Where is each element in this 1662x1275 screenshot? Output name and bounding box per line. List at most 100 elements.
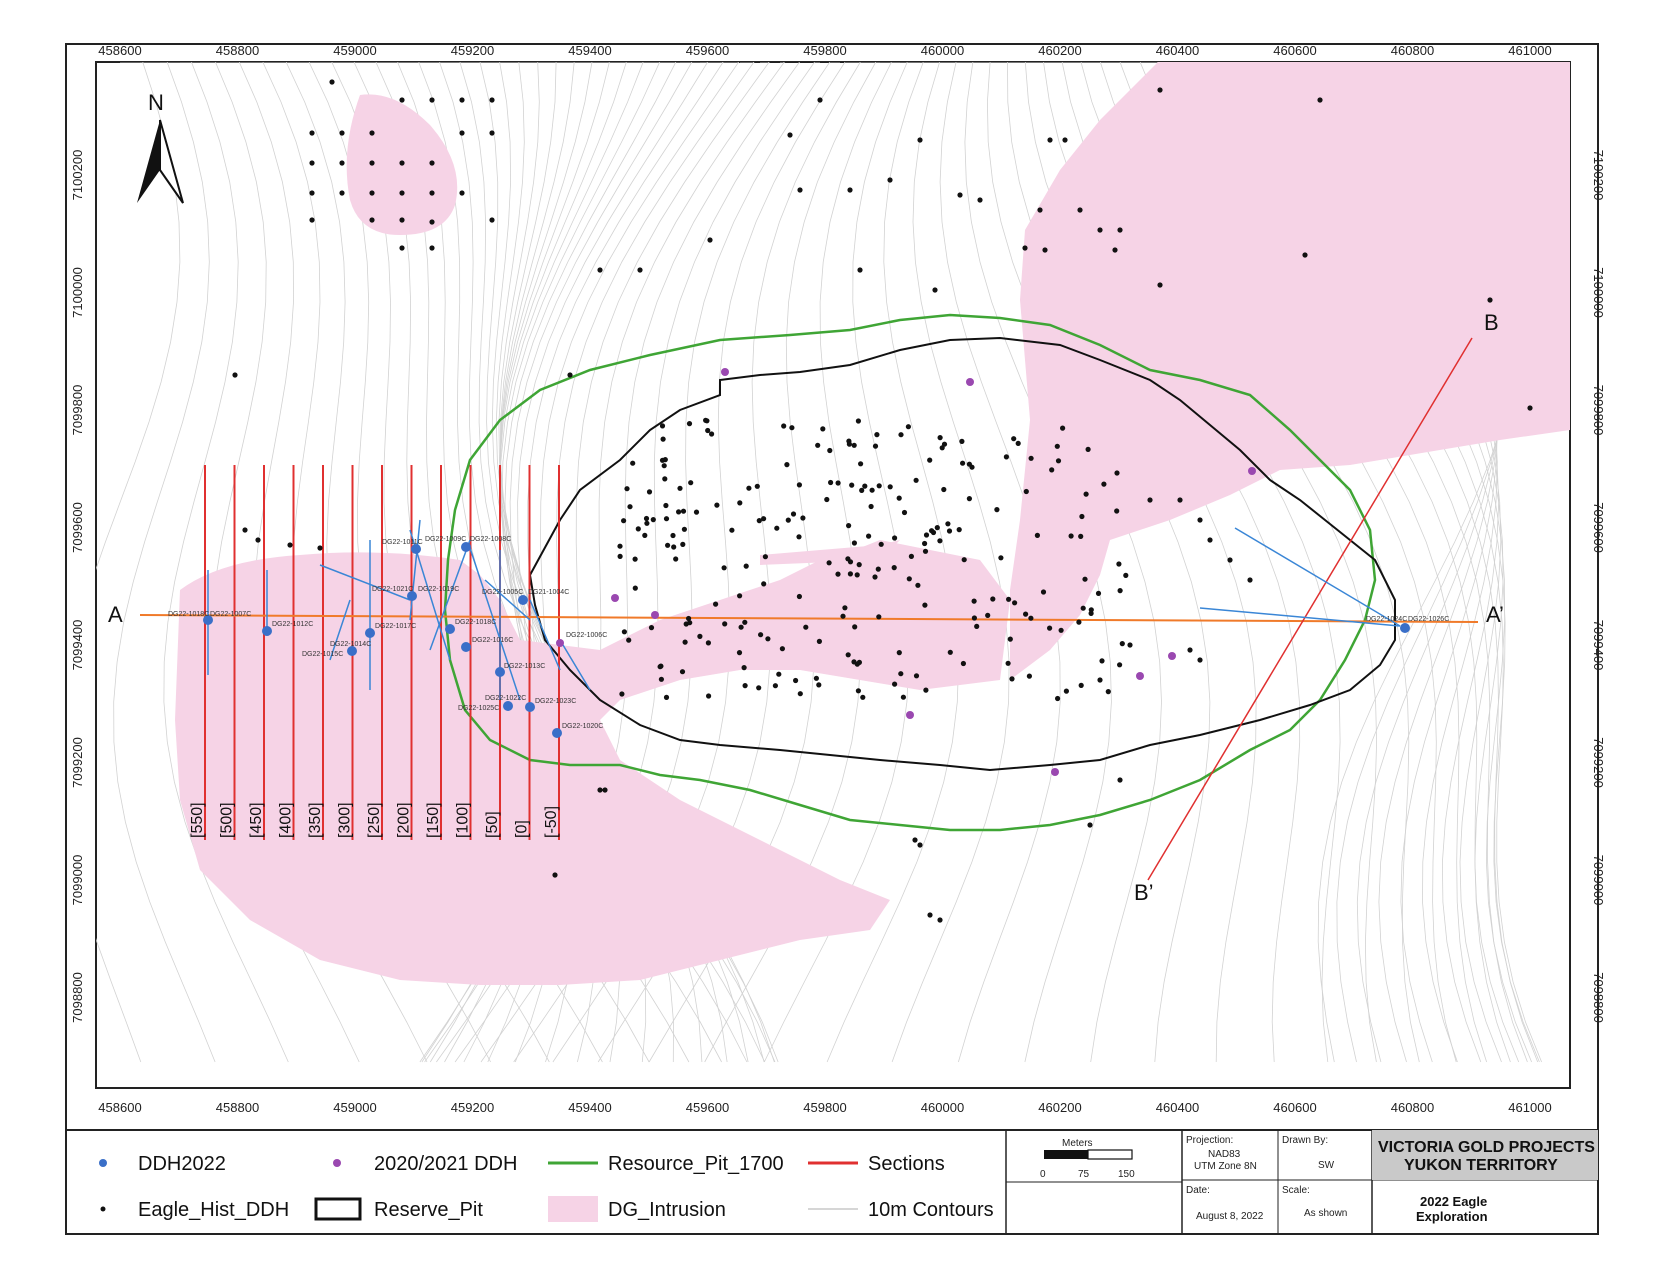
hist-ddh-point <box>1034 532 1040 539</box>
scale-label: Scale: <box>1282 1185 1310 1196</box>
hist-ddh-point <box>787 132 793 138</box>
hist-ddh-point <box>632 556 638 562</box>
hist-ddh-point <box>624 486 630 492</box>
hist-ddh-point <box>1012 600 1018 606</box>
legend-contours: 10m Contours <box>868 1199 994 1221</box>
hist-ddh-point <box>765 636 771 642</box>
scalebar-tick-0: 0 <box>1040 1169 1046 1180</box>
hist-ddh-point <box>673 556 679 562</box>
hist-ddh-point <box>1078 682 1084 689</box>
hist-ddh-point <box>922 540 928 547</box>
hist-ddh-point <box>429 97 435 103</box>
hist-ddh-point <box>960 460 966 466</box>
project-line-1: 2022 Eagle <box>1420 1194 1487 1209</box>
legend-sections: Sections <box>868 1153 945 1175</box>
hist-ddh-point <box>339 160 345 166</box>
legend-intrusion-swatch <box>548 1196 598 1222</box>
hist-ddh-point <box>846 441 853 447</box>
hist-ddh-point <box>399 190 405 196</box>
hist-ddh-point <box>369 130 375 136</box>
hist-ddh-point <box>957 192 963 198</box>
section-label: [150] <box>425 802 442 838</box>
hist-ddh-point <box>960 660 967 667</box>
hist-ddh-point <box>682 639 688 645</box>
date-label: Date: <box>1186 1185 1210 1196</box>
hist-ddh-point <box>429 219 435 225</box>
drill-label: DG22-1018C <box>168 611 209 618</box>
y-tick-label-left: 7099000 <box>70 855 85 906</box>
scalebar-title: Meters <box>1062 1138 1093 1149</box>
hist-ddh-point <box>1022 245 1028 251</box>
y-tick-label-left: 7100000 <box>70 267 85 318</box>
hist-ddh-point <box>459 97 465 103</box>
hist-ddh-point <box>779 646 786 652</box>
hist-ddh-point <box>1317 97 1323 103</box>
hist-ddh-point <box>339 130 345 136</box>
hist-ddh-point <box>912 837 918 843</box>
hist-ddh-point <box>762 554 769 560</box>
projection-value-2: UTM Zone 8N <box>1194 1161 1257 1172</box>
hist-ddh-point <box>1157 87 1163 93</box>
hist-ddh-point <box>1062 137 1068 143</box>
hist-ddh-point <box>660 436 666 442</box>
hist-ddh-point <box>746 485 752 491</box>
hist-ddh-point <box>1099 658 1105 664</box>
drill-label: DG22-1017C <box>375 623 416 630</box>
hist-ddh-point <box>1085 446 1091 452</box>
hist-ddh-point <box>971 615 978 621</box>
hist-ddh-point <box>1207 537 1213 543</box>
hist-ddh-point <box>680 508 687 514</box>
reserve-pit-outline <box>528 336 1396 772</box>
y-tick-label-left: 7098800 <box>70 972 85 1023</box>
hist-ddh-point <box>648 625 655 631</box>
hist-ddh-point <box>643 515 650 522</box>
hist-ddh-point <box>632 585 638 591</box>
hist-ddh-point <box>399 245 405 251</box>
hist-ddh-point <box>1077 207 1083 213</box>
drawn-by-label: Drawn By: <box>1282 1135 1328 1146</box>
hist-ddh-point <box>663 502 669 509</box>
scale-value: As shown <box>1304 1208 1347 1219</box>
hist-ddh-point <box>927 912 933 918</box>
hist-ddh-point <box>934 525 940 531</box>
y-tick-label-right: 7100200 <box>1591 150 1606 201</box>
y-tick-label-right: 7099400 <box>1591 620 1606 671</box>
hist-ddh-point <box>1123 572 1129 579</box>
drill-label: DG22-1015C <box>302 651 343 658</box>
drill-label: DG22-1019C <box>418 586 459 593</box>
x-tick-label-bottom: 459600 <box>686 1100 729 1115</box>
hist-ddh-point <box>697 633 703 640</box>
hist-ddh-point <box>738 624 744 630</box>
projection-value-1: NAD83 <box>1208 1149 1241 1160</box>
hist-ddh-point <box>937 538 943 544</box>
hist-ddh-point <box>898 671 904 677</box>
hist-ddh-point <box>1011 436 1017 442</box>
legend-reserve-pit: Reserve_Pit <box>374 1199 483 1221</box>
x-tick-label-bottom: 459400 <box>568 1100 611 1115</box>
hist-ddh-point <box>922 548 929 554</box>
hist-ddh-point <box>1101 481 1107 487</box>
hist-ddh-point <box>1055 458 1062 464</box>
section-label: [0] <box>514 820 531 838</box>
hist-ddh-point <box>781 423 787 429</box>
hist-ddh-point <box>1028 455 1034 461</box>
y-ticks-right: 7100200 7100000 7099800 7099600 7099400 70992… <box>1591 150 1606 1023</box>
hist-ddh-point <box>1058 627 1064 633</box>
hist-ddh-point <box>796 534 802 540</box>
hist-ddh-point <box>872 443 879 449</box>
hist-ddh-point <box>659 457 666 463</box>
hist-ddh-point <box>1054 443 1060 449</box>
x-tick-label-bottom: 460000 <box>921 1100 964 1115</box>
legend-ddh2022: DDH2022 <box>138 1153 226 1175</box>
hist-ddh-point <box>859 487 865 493</box>
hist-ddh-point <box>489 97 495 103</box>
legend-intrusion: DG_Intrusion <box>608 1199 726 1221</box>
y-tick-label-left: 7100200 <box>70 150 85 201</box>
drill-label: DG22-1013C <box>504 663 545 670</box>
hist-ddh-point <box>679 669 686 675</box>
hist-ddh-point <box>1097 227 1103 233</box>
hist-ddh-point <box>898 432 904 438</box>
hist-ddh-point <box>1127 642 1133 648</box>
hist-ddh-point <box>680 541 686 548</box>
hist-ddh-point <box>489 130 495 136</box>
